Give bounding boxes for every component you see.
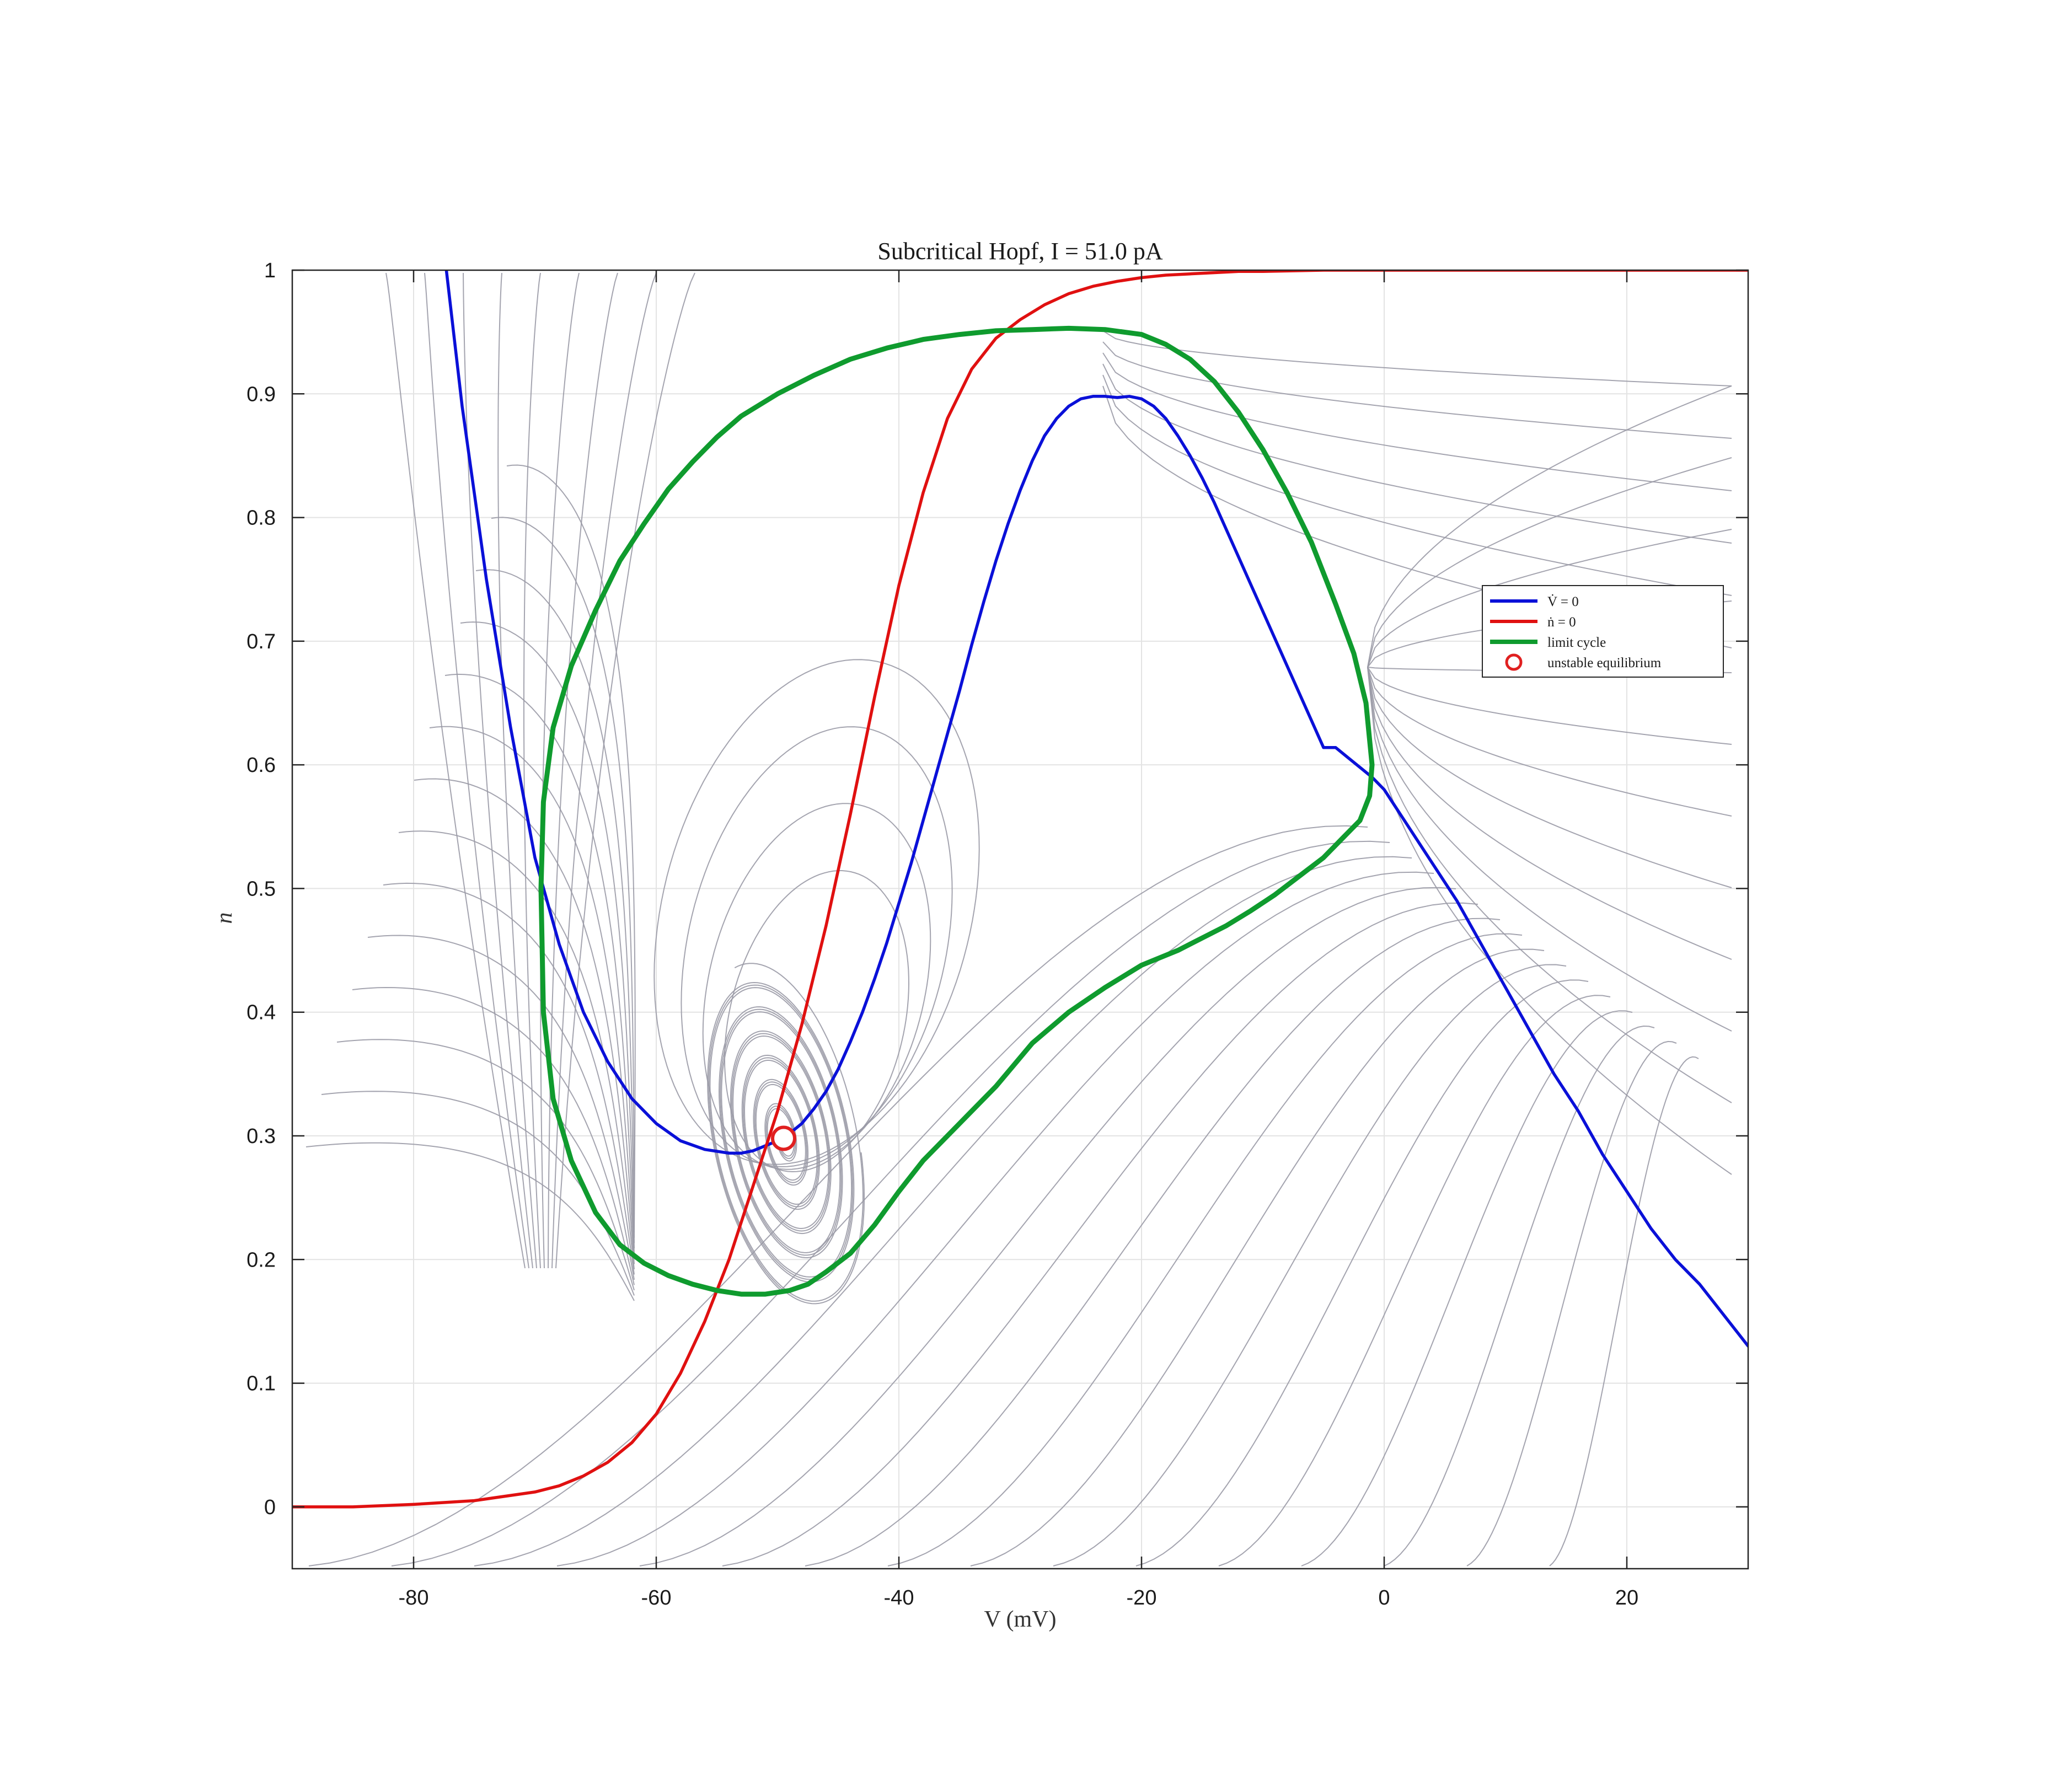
- legend-label: unstable equilibrium: [1547, 656, 1662, 670]
- y-tick-label: 0: [264, 1496, 276, 1519]
- right-stream: [1367, 667, 1732, 745]
- left-stream: [398, 830, 635, 1270]
- right-stream: [1367, 667, 1732, 1175]
- limit-cycle-line: [538, 325, 1375, 1297]
- y-tick-label: 0.3: [247, 1125, 276, 1148]
- left-stream: [306, 1142, 635, 1301]
- bottom-stream: [887, 933, 1523, 1566]
- x-tick-label: 0: [1378, 1586, 1390, 1609]
- bottom-stream: [391, 840, 1390, 1566]
- top-left-stream: [555, 272, 695, 1269]
- left-stream: [414, 778, 635, 1264]
- bottom-stream: [1053, 964, 1567, 1566]
- bottom-stream: [639, 887, 1456, 1566]
- plot-frame: [291, 269, 1749, 1570]
- spiral-trajectory: [707, 981, 855, 1291]
- loop-trajectory: [681, 726, 953, 1168]
- V-nullcline-line: [444, 270, 1748, 1348]
- left-stream: [352, 986, 635, 1285]
- x-tick-label: -40: [884, 1586, 914, 1609]
- x-axis-label: V (mV): [984, 1607, 1056, 1632]
- top-left-stream: [523, 272, 541, 1269]
- top-right-stream: [1102, 363, 1732, 544]
- bottom-stream: [722, 902, 1478, 1566]
- right-stream: [1367, 667, 1732, 817]
- bottom-stream: [1384, 1025, 1655, 1566]
- right-stream: [1367, 667, 1732, 888]
- right-stream: [1367, 667, 1732, 1103]
- y-tick-label: 0.1: [247, 1372, 276, 1396]
- bottom-stream: [805, 918, 1501, 1566]
- left-stream: [460, 621, 635, 1249]
- bottom-stream: [556, 871, 1434, 1566]
- top-left-stream: [540, 272, 580, 1269]
- top-right-stream: [1102, 374, 1732, 596]
- loop-trajectory: [724, 870, 910, 1173]
- x-tick-label: 20: [1615, 1586, 1638, 1609]
- bottom-stream: [474, 856, 1412, 1566]
- y-tick-label: 0.4: [247, 1001, 276, 1024]
- legend-label: ṅ = 0: [1547, 615, 1576, 630]
- left-stream: [444, 673, 635, 1254]
- y-tick-label: 0.5: [247, 877, 276, 900]
- y-tick-label: 0.8: [247, 507, 276, 530]
- series-group: [292, 270, 1748, 1509]
- bottom-stream: [308, 825, 1368, 1566]
- y-tick-label: 1: [264, 259, 276, 282]
- top-left-stream: [497, 272, 537, 1269]
- top-right-stream: [1102, 330, 1732, 387]
- loop-trajectory: [653, 659, 980, 1165]
- bottom-stream: [1218, 995, 1611, 1566]
- bottom-stream: [970, 948, 1545, 1566]
- top-left-stream: [463, 272, 533, 1269]
- top-left-stream: [551, 272, 657, 1269]
- left-stream: [336, 1039, 635, 1291]
- ticks: -80 -60 -40 -20 0 20 0 0.1 0.2 0.3 0.4 0.5 0.6 0.7 0.8…: [247, 259, 1748, 1609]
- bottom-stream: [1466, 1040, 1677, 1566]
- y-tick-label: 0.9: [247, 383, 276, 406]
- y-tick-label: 0.2: [247, 1248, 276, 1271]
- legend-label: V̇ = 0: [1547, 594, 1579, 609]
- legend-label: limit cycle: [1547, 635, 1606, 650]
- top-right-stream: [1102, 341, 1732, 439]
- right-stream: [1367, 457, 1732, 668]
- markers: [771, 1125, 796, 1151]
- left-stream: [429, 726, 635, 1259]
- left-stream: [383, 882, 635, 1275]
- top-right-stream: [1102, 352, 1732, 491]
- legend-marker: [1505, 653, 1523, 671]
- bottom-stream: [1301, 1010, 1633, 1566]
- top-left-stream: [424, 272, 529, 1269]
- chart-title: Subcritical Hopf, I = 51.0 pA: [877, 238, 1163, 265]
- spiral-trajectory: [708, 984, 865, 1305]
- right-stream: [1367, 385, 1732, 668]
- left-stream: [506, 464, 636, 1233]
- right-stream: [1367, 667, 1732, 1032]
- bottom-stream: [1549, 1056, 1699, 1566]
- right-stream: [1367, 529, 1732, 668]
- n-nullcline-line: [292, 270, 1748, 1509]
- y-axis-label: n: [212, 913, 237, 924]
- bottom-stream: [1135, 979, 1589, 1566]
- right-stream: [1367, 667, 1732, 960]
- left-stream: [491, 517, 635, 1238]
- trajectories: [306, 272, 1732, 1566]
- legend: V̇ = 0 ṅ = 0 limit cycle unstable equilibri…: [1482, 585, 1724, 678]
- unstable-equilibrium-marker: [771, 1125, 796, 1151]
- y-tick-label: 0.6: [247, 754, 276, 777]
- y-tick-label: 0.7: [247, 630, 276, 653]
- x-tick-label: -20: [1127, 1586, 1157, 1609]
- x-tick-label: -80: [399, 1586, 429, 1609]
- spiral-trajectory: [709, 963, 864, 1302]
- x-tick-label: -60: [641, 1586, 672, 1609]
- top-left-stream: [385, 272, 526, 1269]
- loop-trajectory: [702, 803, 931, 1170]
